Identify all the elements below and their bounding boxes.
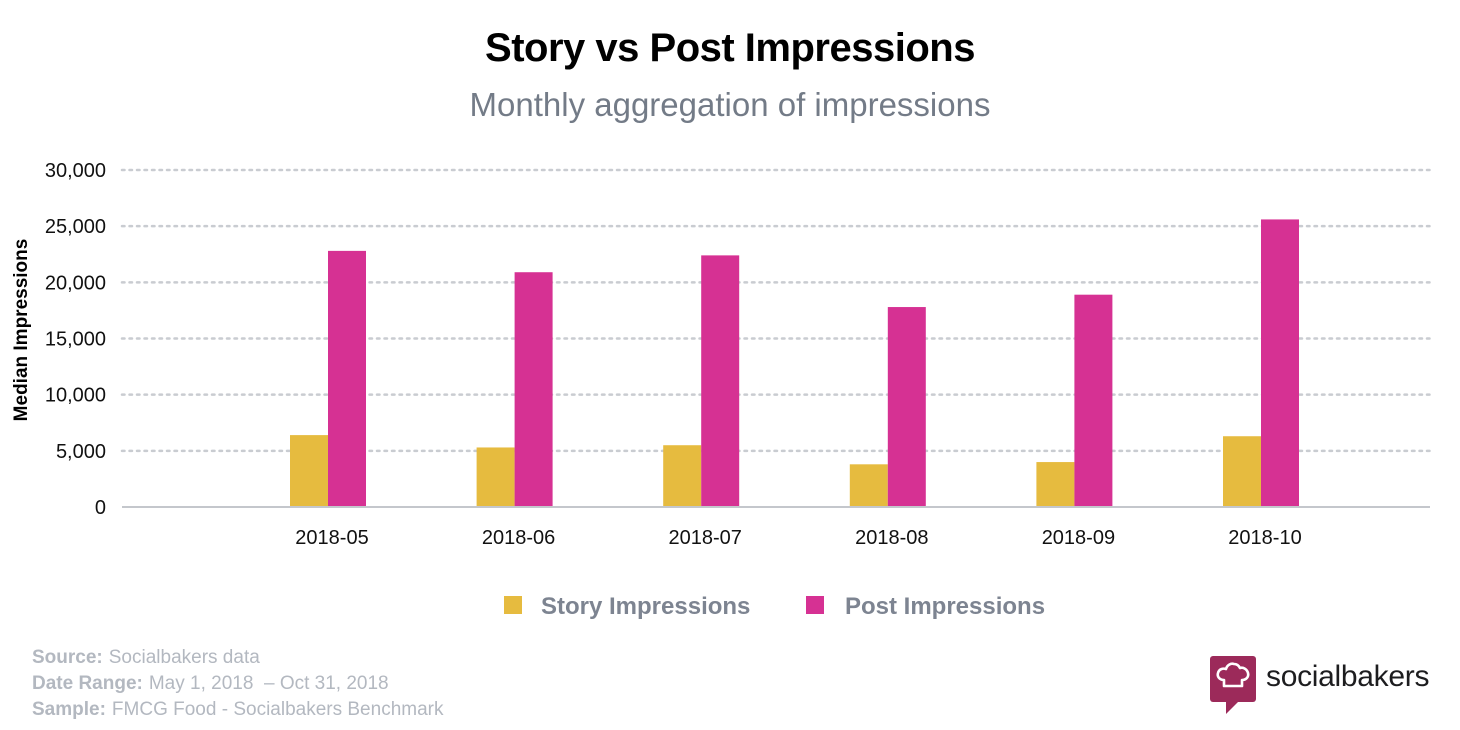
post-bar <box>328 250 366 507</box>
y-tick-label: 5,000 <box>56 441 106 463</box>
post-bar <box>1261 219 1299 507</box>
source-line: Source: Socialbakers data <box>32 645 443 671</box>
x-tick-label: 2018-06 <box>482 527 555 549</box>
story-bar <box>1223 436 1261 507</box>
sample-line: Sample: FMCG Food - Socialbakers Benchmar… <box>32 697 443 723</box>
y-tick-label: 30,000 <box>45 160 106 182</box>
x-tick-label: 2018-09 <box>1042 527 1115 549</box>
story-bar <box>476 447 515 507</box>
post-bar <box>887 307 926 507</box>
chart-title: Story vs Post Impressions <box>485 26 975 70</box>
date-range-value: May 1, 2018 – Oct 31, 2018 <box>148 673 389 694</box>
chef-hat-icon <box>1210 656 1256 702</box>
source-value: Socialbakers data <box>108 647 260 668</box>
story-bar <box>290 435 328 507</box>
y-tick-label: 20,000 <box>45 272 106 294</box>
footer-notes: Source: Socialbakers data Date Range: May … <box>32 645 443 723</box>
legend-swatch <box>504 596 522 614</box>
legend-label: Post Impressions <box>845 593 1045 620</box>
y-tick-label: 15,000 <box>45 329 106 351</box>
y-axis-ticks: 0 5,000 10,000 15,000 20,000 25,000 30,000 <box>45 160 106 519</box>
x-tick-label: 2018-10 <box>1228 527 1301 549</box>
logo-tail <box>1226 700 1240 714</box>
date-range-line: Date Range: May 1, 2018 – Oct 31, 2018 <box>32 671 443 697</box>
y-axis-title: Median Impressions <box>11 239 32 422</box>
story-bar <box>663 445 702 507</box>
story-bar <box>1036 462 1075 507</box>
x-axis-ticks: 2018-05 2018-06 2018-07 2018-08 2018-09 2018-… <box>295 527 1301 549</box>
story-bar <box>849 464 888 507</box>
sample-value: FMCG Food - Socialbakers Benchmark <box>111 699 444 720</box>
chart-subtitle: Monthly aggregation of impressions <box>469 86 991 123</box>
post-bar <box>1074 294 1113 507</box>
bars <box>290 219 1299 507</box>
date-range-key: Date Range: <box>32 673 143 694</box>
x-tick-label: 2018-08 <box>855 527 928 549</box>
x-tick-label: 2018-05 <box>295 527 368 549</box>
brand-name: socialbakers <box>1266 660 1430 693</box>
y-tick-label: 25,000 <box>45 216 106 238</box>
x-tick-label: 2018-07 <box>668 527 741 549</box>
post-bar <box>514 272 553 507</box>
y-tick-label: 10,000 <box>45 385 106 407</box>
legend: Story Impressions Post Impressions <box>504 593 1045 620</box>
y-tick-label: 0 <box>95 497 106 519</box>
post-bar <box>701 255 740 507</box>
legend-label: Story Impressions <box>541 593 750 620</box>
sample-key: Sample: <box>32 699 106 720</box>
source-key: Source: <box>32 647 103 668</box>
legend-swatch <box>806 596 824 614</box>
gridlines <box>120 168 1432 453</box>
brand-logo: socialbakers <box>1210 656 1440 716</box>
